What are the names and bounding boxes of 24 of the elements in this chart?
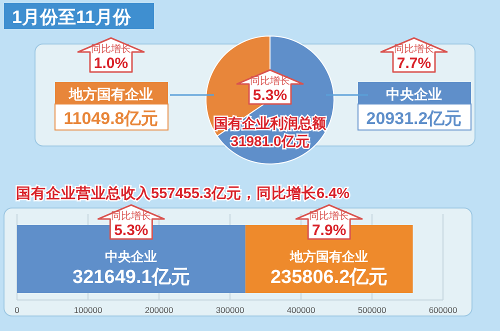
x-tick-label: 600000 (428, 305, 458, 315)
series-label: 中央企业 (105, 249, 158, 264)
text: 5.3% (252, 87, 288, 104)
x-tick-label: 400000 (286, 305, 316, 315)
text: 7.7% (396, 55, 432, 72)
data-label: 321649.1亿元 (72, 267, 190, 288)
annotation: 5.3% (114, 222, 148, 239)
x-tick-label: 300000 (216, 305, 244, 315)
series-label: 地方国有企业 (289, 249, 368, 264)
chart-title: 国有企业营业总收入557455.3亿元，同比增长6.4% (16, 185, 350, 202)
text: 31981.0亿元 (230, 133, 310, 149)
x-tick-label: 0 (14, 305, 20, 315)
annotation: 7.9% (312, 222, 346, 239)
x-tick-label: 200000 (144, 305, 174, 315)
data-label: 235806.2亿元 (270, 267, 388, 288)
x-tick-label: 100000 (74, 305, 102, 315)
data-label: 20931.2亿元 (366, 109, 462, 128)
slice-label: 地方国有企业 (68, 86, 153, 102)
slice-label: 中央企业 (386, 86, 442, 102)
chart-title: 1月份至11月份 (12, 7, 132, 27)
x-tick-label: 500000 (358, 305, 386, 315)
data-label: 11049.8亿元 (64, 109, 158, 128)
text: 国有企业利润总额 (214, 115, 327, 131)
text: 1.0% (94, 55, 128, 72)
